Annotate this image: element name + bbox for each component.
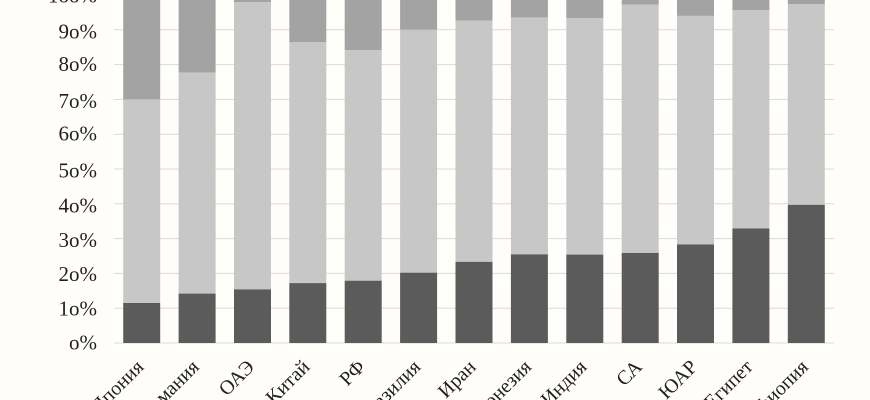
svg-text:9o%: 9o% [59, 19, 98, 43]
svg-text:4o%: 4o% [59, 193, 98, 217]
svg-text:5o%: 5o% [59, 159, 98, 183]
svg-text:3o%: 3o% [59, 228, 98, 252]
svg-text:7o%: 7o% [59, 89, 98, 113]
svg-text:1oo%: 1oo% [48, 0, 97, 8]
svg-text:6o%: 6o% [59, 122, 98, 146]
svg-text:o%: o% [69, 331, 97, 355]
svg-text:2o%: 2o% [59, 262, 98, 286]
svg-text:8o%: 8o% [59, 52, 98, 76]
svg-text:1o%: 1o% [59, 297, 98, 321]
